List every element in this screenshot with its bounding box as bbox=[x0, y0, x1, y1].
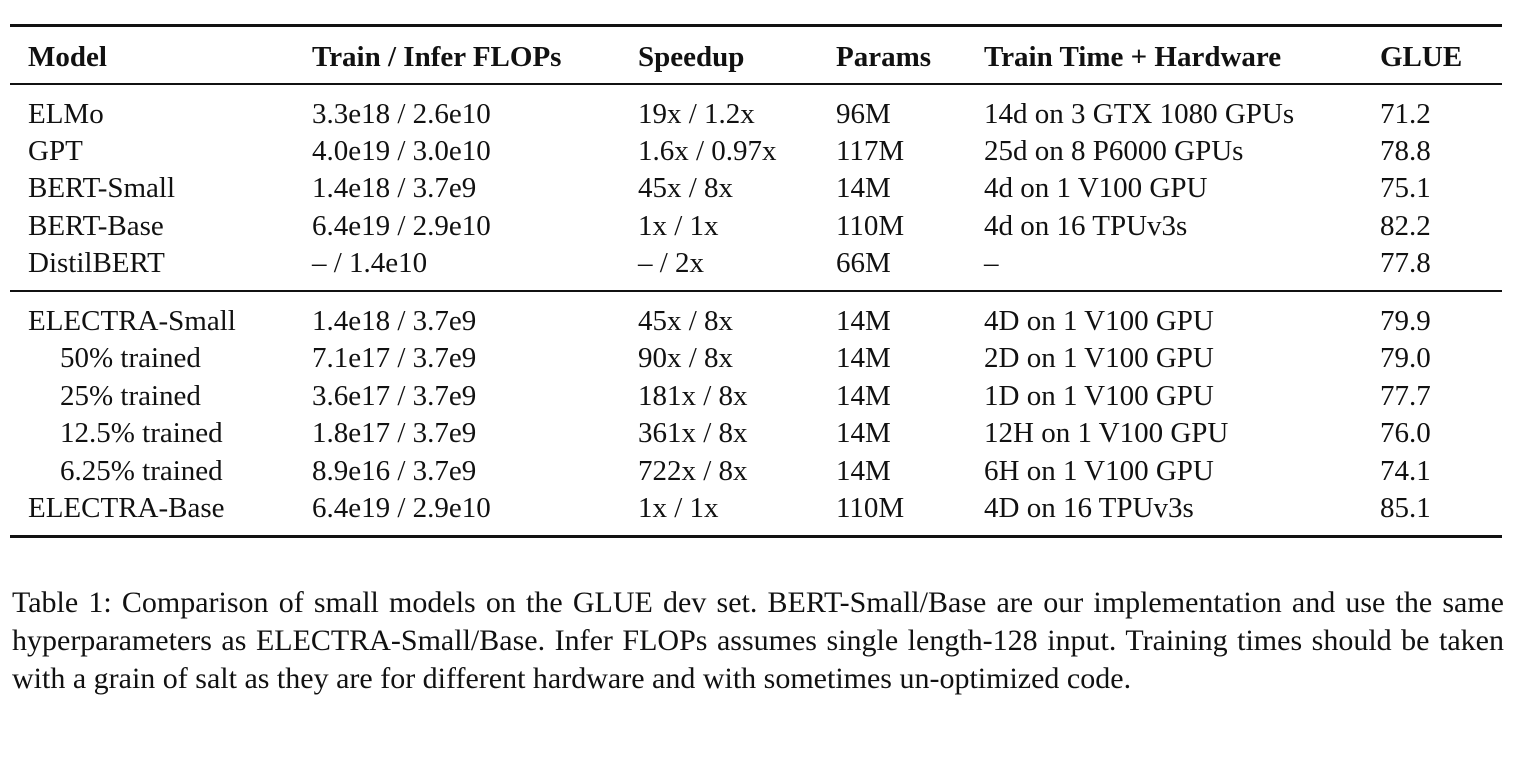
cell-flops: 4.0e19 / 3.0e10 bbox=[312, 135, 491, 167]
cell-model: GPT bbox=[28, 135, 83, 167]
cell-train-time: – bbox=[984, 247, 999, 279]
cell-model: 50% trained bbox=[60, 342, 201, 374]
header-flops: Train / Infer FLOPs bbox=[312, 41, 562, 73]
cell-speedup: 1x / 1x bbox=[638, 210, 719, 242]
cell-model: ELECTRA-Small bbox=[28, 305, 236, 337]
cell-model: BERT-Small bbox=[28, 172, 176, 204]
cell-speedup: 19x / 1.2x bbox=[638, 98, 755, 130]
table-row: BERT-Small 1.4e18 / 3.7e9 45x / 8x 14M 4… bbox=[10, 170, 1502, 206]
cell-speedup: 1.6x / 0.97x bbox=[638, 135, 777, 167]
cell-params: 14M bbox=[836, 380, 891, 412]
cell-train-time: 14d on 3 GTX 1080 GPUs bbox=[984, 98, 1295, 130]
cell-train-time: 4d on 1 V100 GPU bbox=[984, 172, 1208, 204]
cell-flops: 3.3e18 / 2.6e10 bbox=[312, 98, 491, 130]
table-row: 12.5% trained 1.8e17 / 3.7e9 361x / 8x 1… bbox=[10, 415, 1502, 451]
cell-speedup: 45x / 8x bbox=[638, 172, 734, 204]
cell-glue: 82.2 bbox=[1380, 210, 1431, 242]
cell-glue: 79.0 bbox=[1380, 342, 1431, 374]
cell-params: 14M bbox=[836, 305, 891, 337]
table-row: ELECTRA-Base 6.4e19 / 2.9e10 1x / 1x 110… bbox=[10, 490, 1502, 526]
cell-train-time: 2D on 1 V100 GPU bbox=[984, 342, 1214, 374]
cell-params: 14M bbox=[836, 172, 891, 204]
cell-flops: 6.4e19 / 2.9e10 bbox=[312, 492, 491, 524]
header-glue: GLUE bbox=[1380, 41, 1463, 73]
cell-train-time: 4d on 16 TPUv3s bbox=[984, 210, 1188, 242]
cell-speedup: 90x / 8x bbox=[638, 342, 734, 374]
top-rule bbox=[10, 24, 1502, 27]
cell-glue: 77.8 bbox=[1380, 247, 1431, 279]
table-row: ELECTRA-Small 1.4e18 / 3.7e9 45x / 8x 14… bbox=[10, 303, 1502, 339]
table-row: GPT 4.0e19 / 3.0e10 1.6x / 0.97x 117M 25… bbox=[10, 133, 1502, 169]
cell-params: 117M bbox=[836, 135, 905, 167]
cell-params: 14M bbox=[836, 455, 891, 487]
table-caption: Table 1: Comparison of small models on t… bbox=[12, 586, 1504, 695]
table-row: ELMo 3.3e18 / 2.6e10 19x / 1.2x 96M 14d … bbox=[10, 96, 1502, 132]
header-train-time: Train Time + Hardware bbox=[984, 41, 1282, 73]
cell-model: 6.25% trained bbox=[60, 455, 223, 487]
cell-model: ELMo bbox=[28, 98, 104, 130]
cell-glue: 75.1 bbox=[1380, 172, 1431, 204]
cell-model: DistilBERT bbox=[28, 247, 165, 279]
bottom-rule bbox=[10, 535, 1502, 538]
table-row: 50% trained 7.1e17 / 3.7e9 90x / 8x 14M … bbox=[10, 340, 1502, 376]
header-params: Params bbox=[836, 41, 932, 73]
cell-params: 110M bbox=[836, 210, 905, 242]
cell-flops: 8.9e16 / 3.7e9 bbox=[312, 455, 477, 487]
cell-model: ELECTRA-Base bbox=[28, 492, 225, 524]
cell-params: 14M bbox=[836, 342, 891, 374]
table-row: 25% trained 3.6e17 / 3.7e9 181x / 8x 14M… bbox=[10, 378, 1502, 414]
cell-speedup: 1x / 1x bbox=[638, 492, 719, 524]
cell-flops: – / 1.4e10 bbox=[312, 247, 428, 279]
cell-flops: 7.1e17 / 3.7e9 bbox=[312, 342, 477, 374]
cell-speedup: 361x / 8x bbox=[638, 417, 748, 449]
cell-speedup: 45x / 8x bbox=[638, 305, 734, 337]
cell-train-time: 12H on 1 V100 GPU bbox=[984, 417, 1229, 449]
cell-model: 12.5% trained bbox=[60, 417, 223, 449]
cell-glue: 78.8 bbox=[1380, 135, 1431, 167]
cell-train-time: 4D on 16 TPUv3s bbox=[984, 492, 1194, 524]
cell-glue: 76.0 bbox=[1380, 417, 1431, 449]
table-row: 6.25% trained 8.9e16 / 3.7e9 722x / 8x 1… bbox=[10, 453, 1502, 489]
cell-model: BERT-Base bbox=[28, 210, 164, 242]
header-row: Model Train / Infer FLOPs Speedup Params… bbox=[10, 39, 1502, 75]
cell-flops: 1.4e18 / 3.7e9 bbox=[312, 305, 477, 337]
header-model: Model bbox=[28, 41, 107, 73]
header-rule bbox=[10, 83, 1502, 85]
cell-train-time: 4D on 1 V100 GPU bbox=[984, 305, 1214, 337]
cell-glue: 85.1 bbox=[1380, 492, 1431, 524]
cell-params: 66M bbox=[836, 247, 891, 279]
cell-flops: 1.4e18 / 3.7e9 bbox=[312, 172, 477, 204]
cell-glue: 74.1 bbox=[1380, 455, 1431, 487]
table-row: DistilBERT – / 1.4e10 – / 2x 66M – 77.8 bbox=[10, 245, 1502, 281]
cell-train-time: 6H on 1 V100 GPU bbox=[984, 455, 1214, 487]
header-speedup: Speedup bbox=[638, 41, 745, 73]
cell-speedup: – / 2x bbox=[638, 247, 705, 279]
cell-glue: 77.7 bbox=[1380, 380, 1431, 412]
cell-train-time: 25d on 8 P6000 GPUs bbox=[984, 135, 1244, 167]
cell-params: 14M bbox=[836, 417, 891, 449]
cell-flops: 3.6e17 / 3.7e9 bbox=[312, 380, 477, 412]
cell-train-time: 1D on 1 V100 GPU bbox=[984, 380, 1214, 412]
cell-speedup: 181x / 8x bbox=[638, 380, 748, 412]
cell-flops: 1.8e17 / 3.7e9 bbox=[312, 417, 477, 449]
cell-params: 110M bbox=[836, 492, 905, 524]
cell-flops: 6.4e19 / 2.9e10 bbox=[312, 210, 491, 242]
table-row: BERT-Base 6.4e19 / 2.9e10 1x / 1x 110M 4… bbox=[10, 208, 1502, 244]
cell-params: 96M bbox=[836, 98, 891, 130]
cell-model: 25% trained bbox=[60, 380, 201, 412]
group-rule bbox=[10, 290, 1502, 292]
cell-glue: 79.9 bbox=[1380, 305, 1431, 337]
cell-glue: 71.2 bbox=[1380, 98, 1431, 130]
cell-speedup: 722x / 8x bbox=[638, 455, 748, 487]
